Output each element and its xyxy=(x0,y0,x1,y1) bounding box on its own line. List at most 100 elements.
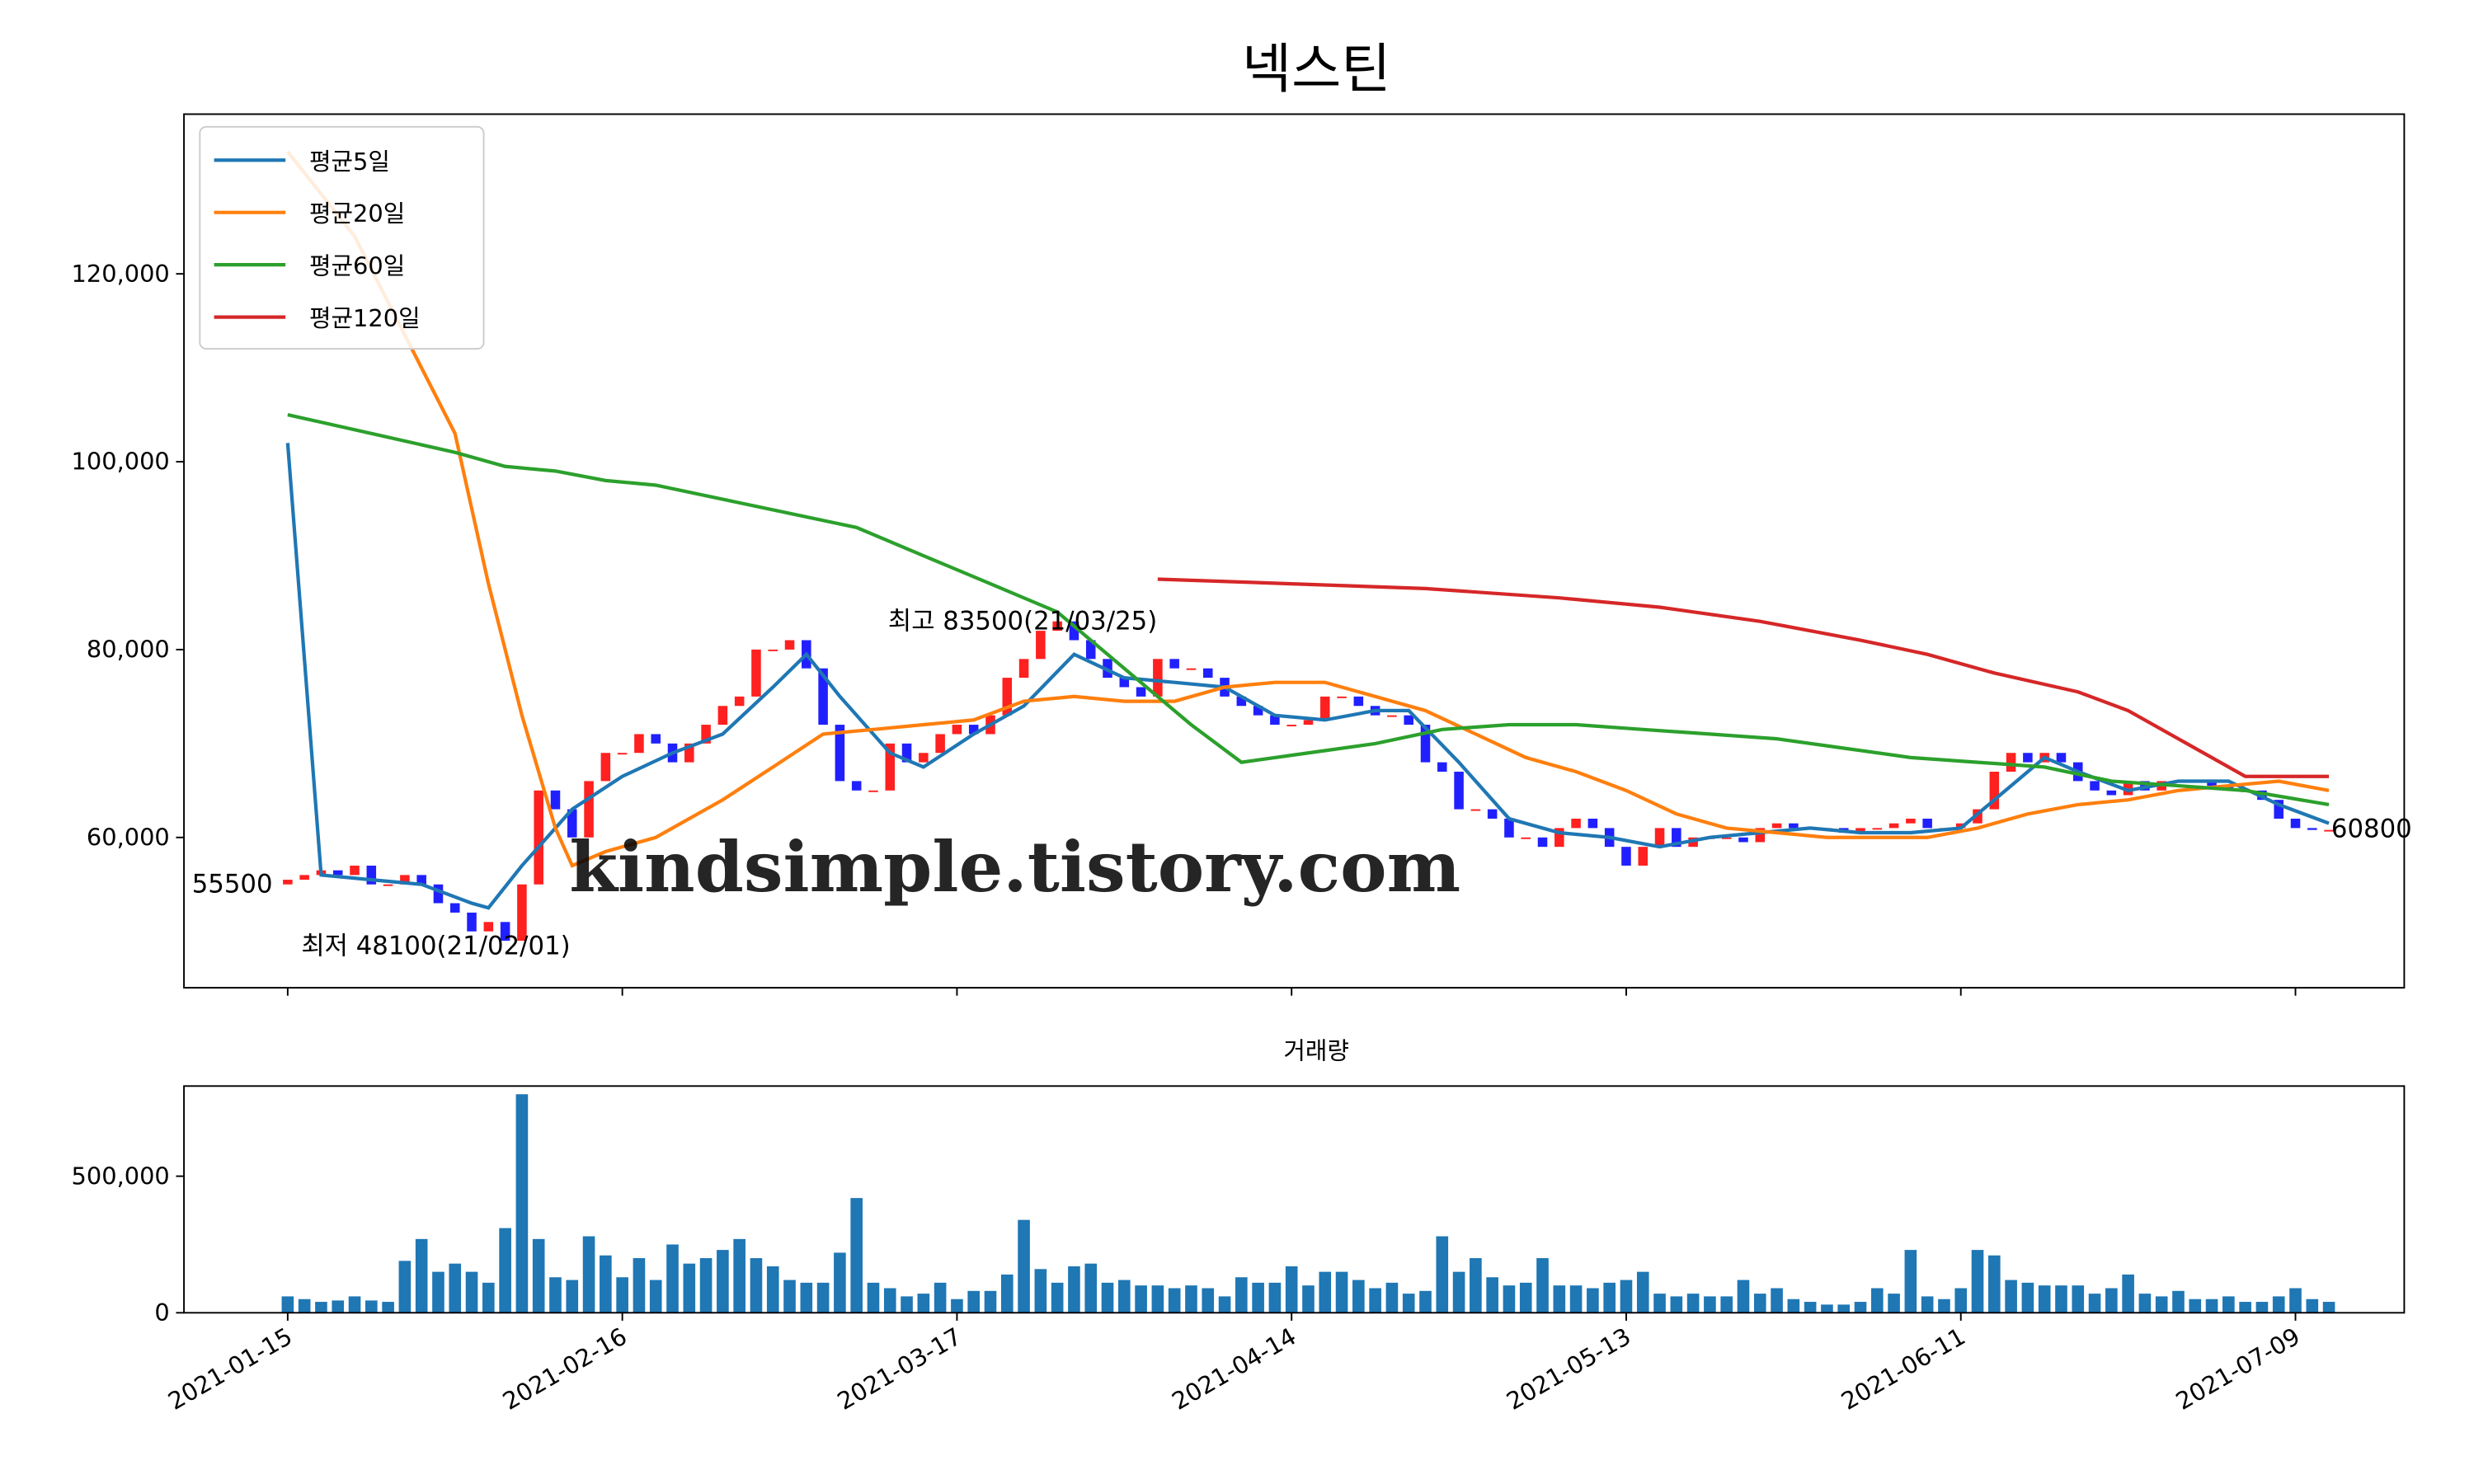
volume-bar xyxy=(1921,1296,1934,1313)
volume-bar xyxy=(683,1263,696,1313)
volume-bar xyxy=(1954,1288,1968,1313)
volume-bar xyxy=(1369,1288,1381,1313)
volume-bar xyxy=(733,1238,745,1313)
volume-bar xyxy=(1470,1258,1482,1313)
candle-body xyxy=(1437,762,1447,773)
legend-label: 평균60일 xyxy=(309,252,405,280)
volume-bar xyxy=(984,1290,997,1313)
volume-bar xyxy=(1285,1266,1298,1313)
candle-body xyxy=(1621,847,1631,866)
candle-body xyxy=(768,649,778,651)
candle-body xyxy=(1587,818,1598,829)
volume-bar xyxy=(834,1252,846,1313)
candle-body xyxy=(885,743,896,791)
volume-bar xyxy=(1569,1285,1583,1313)
volume-bar xyxy=(1018,1219,1030,1313)
candle-body xyxy=(851,781,862,791)
volume-bar xyxy=(1904,1250,1917,1313)
volume-bar xyxy=(515,1094,529,1313)
volume-bar xyxy=(1670,1296,1683,1313)
candle-body xyxy=(1052,621,1062,632)
candle-body xyxy=(1002,678,1013,716)
volume-bar xyxy=(1068,1266,1080,1313)
volume-bar xyxy=(1034,1269,1047,1313)
y-tick-label: 100,000 xyxy=(72,448,170,476)
candle-body xyxy=(617,753,628,755)
volume-bar xyxy=(1553,1285,1566,1313)
candle-body xyxy=(1253,706,1263,716)
annotation: 최고 83500(21/03/25) xyxy=(888,606,1157,636)
volume-bar xyxy=(382,1302,394,1313)
ma-line xyxy=(287,413,2330,807)
candle-body xyxy=(1337,696,1347,698)
candle-body xyxy=(483,922,494,932)
candle-body xyxy=(1888,823,1899,829)
x-tick-label: 2021-04-14 xyxy=(1167,1322,1300,1416)
volume-bar xyxy=(967,1290,981,1313)
candle-body xyxy=(1202,668,1213,679)
candle-body xyxy=(1353,696,1364,707)
volume-bar xyxy=(2222,1296,2235,1313)
volume-bar xyxy=(1168,1288,1181,1313)
watermark: kindsimple.tistory.com xyxy=(569,826,1460,908)
volume-bar xyxy=(1737,1280,1750,1313)
candle-body xyxy=(717,706,728,726)
volume-bar xyxy=(1051,1282,1064,1313)
volume-bar xyxy=(1101,1282,1114,1313)
candle-body xyxy=(2106,790,2117,796)
volume-bar xyxy=(1302,1285,1315,1313)
volume-bar xyxy=(1519,1282,1532,1313)
ma-line xyxy=(286,150,2330,868)
chart-title: 넥스틴 xyxy=(1242,38,1390,101)
candle-body xyxy=(383,884,393,886)
candle-body xyxy=(1906,818,1916,824)
volume-bar xyxy=(398,1261,412,1313)
volume-bar xyxy=(1837,1304,1851,1313)
volume-bar xyxy=(549,1277,562,1313)
candle-body xyxy=(1989,772,2000,810)
volume-bar xyxy=(1888,1294,1900,1313)
y-tick-label: 0 xyxy=(154,1298,169,1327)
volume-bar xyxy=(917,1294,930,1313)
candle-body xyxy=(1487,809,1498,819)
ma-line xyxy=(1157,577,2330,778)
candle-body xyxy=(1672,828,1681,848)
volume-bar xyxy=(816,1282,830,1313)
x-tick-label: 2021-02-16 xyxy=(498,1322,632,1416)
volume-bar xyxy=(1821,1304,1833,1313)
volume-bar xyxy=(566,1280,579,1313)
volume-bar xyxy=(1686,1294,1700,1313)
candle-body xyxy=(600,753,611,782)
candle-body xyxy=(1270,715,1280,726)
volume-bar xyxy=(2038,1285,2051,1313)
candle-body xyxy=(868,790,878,792)
volume-bar xyxy=(1335,1271,1348,1313)
candle-body xyxy=(1789,823,1799,829)
volume-bar xyxy=(449,1263,462,1313)
candle-body xyxy=(1085,640,1096,660)
volume-bar xyxy=(666,1244,679,1313)
candle-body xyxy=(901,743,912,763)
candle-body xyxy=(534,790,543,885)
volume-bar xyxy=(766,1266,779,1313)
plot-frame xyxy=(183,113,2406,989)
candle-body xyxy=(1387,715,1397,717)
candle-body xyxy=(2090,781,2100,791)
volume-bar xyxy=(1084,1263,1098,1313)
legend-box xyxy=(199,125,485,350)
candle-body xyxy=(1018,659,1029,679)
candle-body xyxy=(919,753,929,763)
volume-bar xyxy=(582,1236,595,1313)
volume-bar xyxy=(2055,1285,2067,1313)
volume-bar xyxy=(2155,1296,2168,1313)
volume-bar xyxy=(1000,1274,1014,1313)
volume-bar xyxy=(1419,1290,1432,1313)
volume-bar xyxy=(432,1271,444,1313)
volume-bar xyxy=(717,1250,729,1313)
volume-bar xyxy=(365,1300,378,1313)
volume-bar xyxy=(800,1282,813,1313)
candle-body xyxy=(952,725,962,735)
volume-bar xyxy=(2138,1294,2152,1313)
